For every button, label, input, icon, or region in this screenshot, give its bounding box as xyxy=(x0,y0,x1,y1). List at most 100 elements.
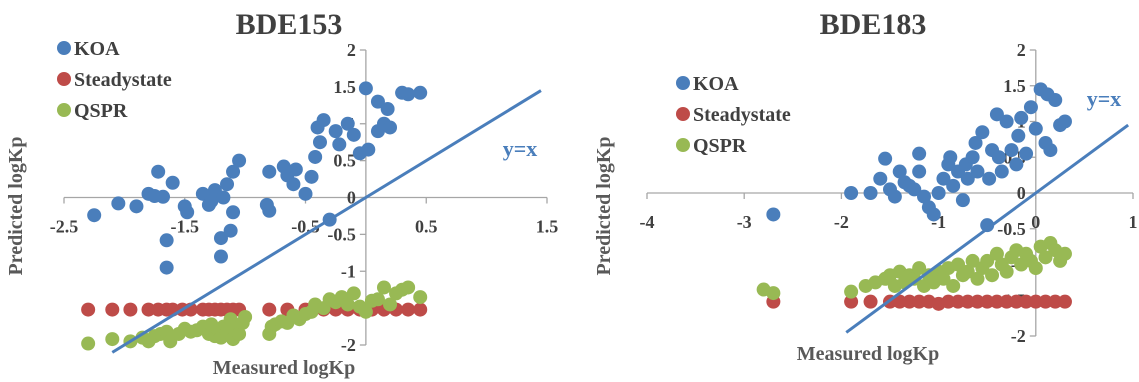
chart1-legend-label-koa: KOA xyxy=(74,38,120,60)
chart2-y-tick-label: 2 xyxy=(1017,40,1026,60)
chart2-point-qspr xyxy=(936,271,951,286)
chart1-point-steadystate xyxy=(141,302,156,317)
chart1-point-koa xyxy=(304,169,319,184)
chart2-point-koa xyxy=(970,164,985,179)
chart2-point-koa xyxy=(917,189,932,204)
chart1-y-tick-label: 2 xyxy=(347,40,356,60)
chart2-point-koa xyxy=(892,164,907,179)
chart1-point-koa xyxy=(262,203,277,218)
chart1-point-koa xyxy=(370,94,385,109)
chart2-y-tick-label: 0 xyxy=(1017,183,1026,203)
chart2-title: BDE183 xyxy=(820,8,927,41)
chart1-point-koa xyxy=(204,194,219,209)
chart1-point-qspr xyxy=(105,332,120,347)
chart2-point-steadystate xyxy=(1028,294,1043,309)
chart2-point-koa xyxy=(863,186,878,200)
chart1-point-koa xyxy=(180,205,195,220)
chart1-point-koa xyxy=(346,127,361,142)
chart2-point-koa xyxy=(968,135,983,150)
chart2-x-axis-label: Measured logKp xyxy=(797,343,939,365)
chart1-legend-marker-steadystate xyxy=(57,72,71,86)
chart2-point-qspr xyxy=(970,271,985,286)
chart1-point-steadystate xyxy=(413,302,428,317)
chart2-point-qspr xyxy=(766,286,781,301)
chart2-point-qspr xyxy=(1057,246,1072,261)
chart2-point-koa xyxy=(1023,100,1038,115)
chart1-point-steadystate xyxy=(401,302,416,317)
chart1-annotation: y=x xyxy=(503,136,538,161)
chart2-point-koa xyxy=(955,193,970,208)
chart2-point-steadystate xyxy=(999,294,1014,309)
chart1-point-qspr xyxy=(413,290,428,305)
chart2-y-tick-label: -2 xyxy=(1011,326,1026,346)
chart2-point-koa xyxy=(887,189,902,204)
chart1-y-tick-label: 1.5 xyxy=(333,77,356,97)
chart2-x-tick-label: 1 xyxy=(1129,212,1138,232)
chart2-point-steadystate xyxy=(970,294,985,309)
chart1-legend-marker-koa xyxy=(57,41,71,55)
chart2-point-qspr xyxy=(907,271,922,286)
chart2-point-koa xyxy=(878,151,893,166)
chart1-identity-line xyxy=(111,89,542,354)
chart2-point-koa xyxy=(960,171,975,186)
chart2-point-koa xyxy=(912,164,927,179)
chart1-point-koa xyxy=(111,196,126,211)
chart1-point-koa xyxy=(213,249,228,264)
chart2-x-tick-label: 0 xyxy=(1031,212,1040,232)
chart1-point-koa xyxy=(413,85,428,100)
chart2-point-qspr xyxy=(1038,250,1053,265)
chart1-point-koa xyxy=(226,205,241,220)
chart2-point-koa xyxy=(991,150,1006,165)
chart1-point-koa xyxy=(332,137,347,152)
chart2-point-steadystate xyxy=(960,294,975,309)
chart2-point-steadystate xyxy=(980,294,995,309)
chart1-point-koa xyxy=(216,190,231,205)
chart2-point-koa xyxy=(1014,110,1029,125)
chart2-point-koa xyxy=(1028,121,1043,136)
chart2-point-koa xyxy=(931,186,946,200)
chart2-point-steadystate xyxy=(892,294,907,309)
chart2-point-qspr xyxy=(912,261,927,276)
chart2-legend-label-koa: KOA xyxy=(693,73,739,95)
chart2-point-steadystate xyxy=(902,294,917,309)
chart1-x-tick-label: 1.5 xyxy=(536,217,559,237)
chart2-point-koa xyxy=(1019,146,1034,161)
chart1-point-qspr xyxy=(383,297,398,312)
chart1-point-koa xyxy=(226,164,241,179)
chart1-point-koa xyxy=(159,260,174,275)
chart2-identity-line xyxy=(845,123,1130,334)
chart1-point-koa xyxy=(401,87,416,102)
chart1-point-koa xyxy=(383,120,398,135)
chart1-point-steadystate xyxy=(105,302,120,317)
chart2-point-koa xyxy=(975,125,990,140)
chart1-point-koa xyxy=(156,189,171,204)
chart2-point-qspr xyxy=(1028,261,1043,276)
chart2-x-tick-label: -2 xyxy=(834,212,849,232)
chart1-point-koa xyxy=(213,231,228,246)
chart1-point-qspr xyxy=(238,309,253,324)
chart2-x-tick-label: -4 xyxy=(640,212,655,232)
chart1-point-koa xyxy=(340,116,355,131)
chart2-point-steadystate xyxy=(863,294,878,309)
chart2-point-qspr xyxy=(985,268,1000,283)
chart2-point-steadystate xyxy=(951,294,966,309)
chart2-point-koa xyxy=(912,146,927,161)
chart2-point-qspr xyxy=(960,264,975,279)
chart1-point-qspr xyxy=(81,336,96,351)
chart1-point-koa xyxy=(380,102,395,116)
chart2-point-koa xyxy=(1057,114,1072,129)
chart1-point-koa xyxy=(316,113,331,128)
chart2-legend-label-steadystate: Steadystate xyxy=(693,104,791,126)
chart2-point-steadystate xyxy=(1009,294,1024,309)
chart2-point-koa xyxy=(1009,157,1024,172)
chart2-y-tick-label: -0.5 xyxy=(997,219,1026,239)
chart1-point-qspr xyxy=(346,286,361,301)
chart2-point-steadystate xyxy=(844,294,859,309)
chart1-y-tick-label: -2 xyxy=(341,335,356,355)
chart1-y-tick-label: 0 xyxy=(347,188,356,208)
chart1-point-koa xyxy=(312,135,327,150)
chart2-point-steadystate xyxy=(1057,294,1072,309)
chart1-point-koa xyxy=(220,177,235,192)
chart2-point-koa xyxy=(989,107,1004,122)
